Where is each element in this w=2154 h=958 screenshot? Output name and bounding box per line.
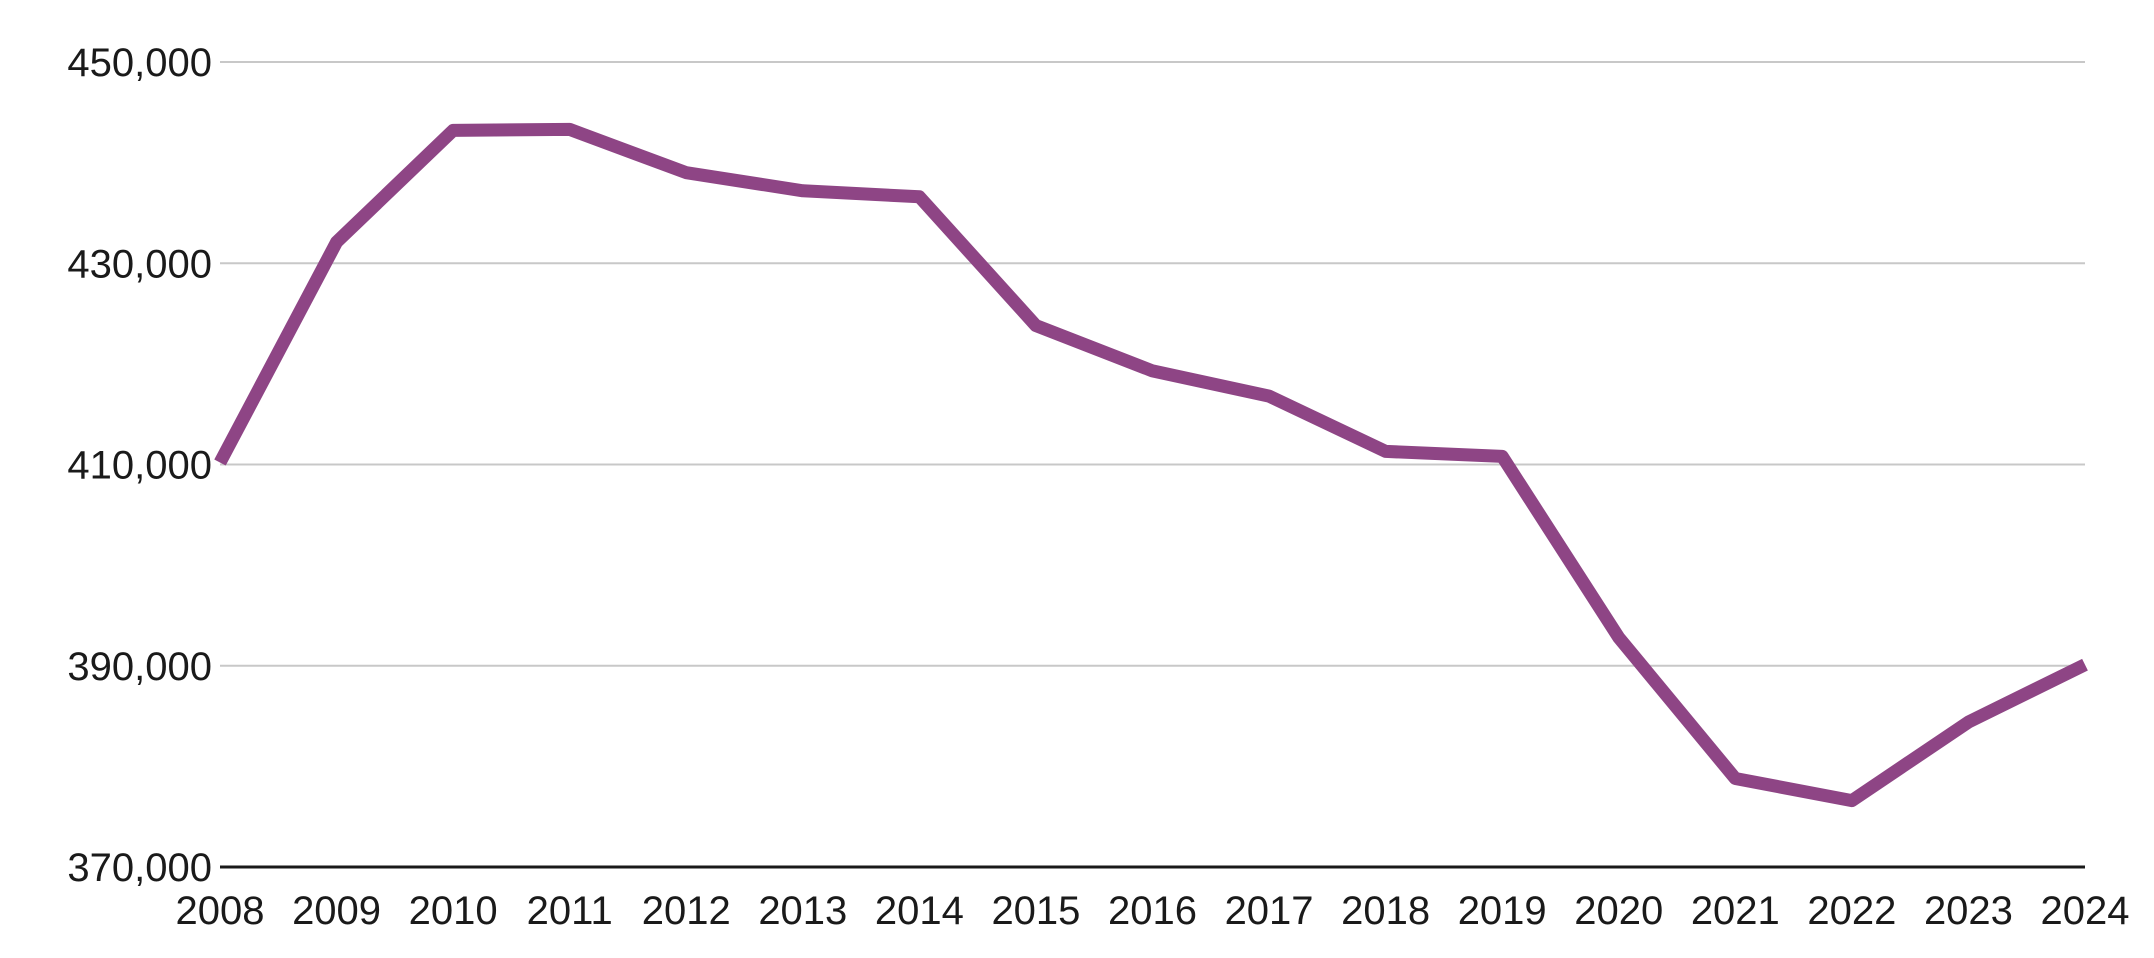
data-point	[685, 172, 687, 174]
data-point	[1501, 455, 1503, 457]
gridlines	[220, 61, 2085, 667]
data-point	[1268, 395, 1270, 397]
data-point	[1618, 637, 1620, 639]
x-tick-label: 2009	[292, 889, 381, 933]
y-tick-label: 430,000	[67, 242, 212, 286]
x-tick-label: 2013	[758, 889, 847, 933]
data-point	[1385, 450, 1387, 452]
x-tick-label: 2016	[1108, 889, 1197, 933]
x-tick-label: 2008	[176, 889, 265, 933]
y-tick-label: 410,000	[67, 444, 212, 488]
x-tick-label: 2021	[1691, 889, 1780, 933]
x-tick-label: 2020	[1574, 889, 1663, 933]
x-tick-label: 2012	[642, 889, 731, 933]
data-point	[918, 196, 920, 198]
series-layer	[214, 122, 2088, 808]
data-point	[1851, 800, 1853, 802]
x-tick-label: 2010	[409, 889, 498, 933]
data-point	[2084, 664, 2086, 666]
x-axis-tick-labels: 2008 2009 2010 2011 2012 2013 2014 2015 2016 2017…	[176, 889, 2130, 933]
data-point	[452, 129, 454, 131]
x-tick-label: 2024	[2041, 889, 2130, 933]
x-tick-label: 2022	[1807, 889, 1896, 933]
data-point	[1035, 325, 1037, 327]
x-tick-label: 2017	[1225, 889, 1314, 933]
series-line	[214, 122, 2088, 808]
data-point	[336, 241, 338, 243]
data-point	[1152, 370, 1154, 372]
y-tick-label: 450,000	[67, 41, 212, 85]
x-tick-label: 2023	[1924, 889, 2013, 933]
x-tick-label: 2015	[991, 889, 1080, 933]
y-axis-tick-labels: 370,000 390,000 410,000 430,000 450,000	[67, 41, 212, 890]
data-point	[1734, 777, 1736, 779]
x-tick-label: 2018	[1341, 889, 1430, 933]
y-tick-label: 370,000	[67, 846, 212, 890]
y-tick-label: 390,000	[67, 645, 212, 689]
x-tick-label: 2019	[1458, 889, 1547, 933]
data-point	[1967, 721, 1969, 723]
x-tick-label: 2014	[875, 889, 964, 933]
data-point	[802, 190, 804, 192]
data-point	[569, 128, 571, 130]
data-point	[219, 461, 221, 463]
x-tick-label: 2011	[527, 889, 613, 933]
